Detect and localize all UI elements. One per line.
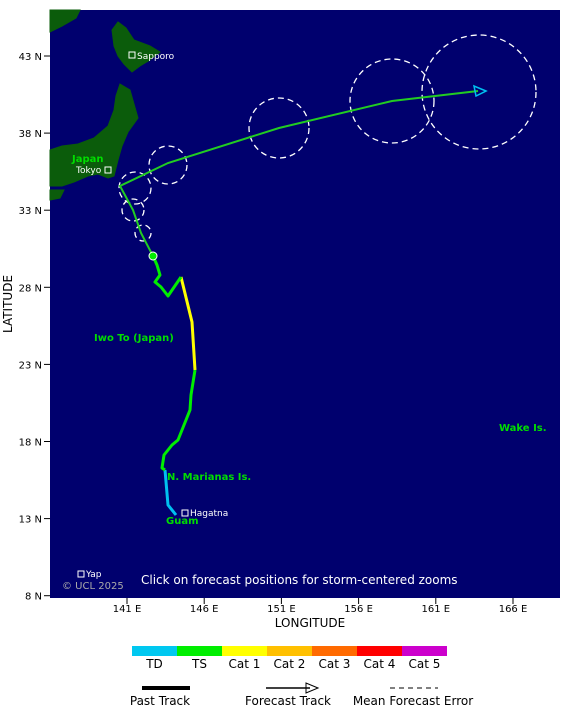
lon-tick-label: 161 E <box>422 604 451 615</box>
copyright: © UCL 2025 <box>62 581 124 592</box>
legend-swatch <box>402 646 447 656</box>
legend-line-label: Forecast Track <box>245 694 331 708</box>
legend-label: Cat 2 <box>274 657 306 671</box>
x-axis-label: LONGITUDE <box>275 616 345 630</box>
legend-label: TS <box>191 657 207 671</box>
lon-tick-label: 156 E <box>344 604 373 615</box>
legend-label: Cat 4 <box>364 657 396 671</box>
place-markers <box>77 51 189 578</box>
legend: TD TS Cat 1 Cat 2 Cat 3 Cat 4 Cat 5 Past Track F… <box>130 646 473 708</box>
lat-tick-label: 13 N <box>19 515 42 526</box>
legend-swatch <box>267 646 312 656</box>
place-label: Sapporo <box>137 52 175 62</box>
forecast-arrow <box>472 84 488 98</box>
lon-tick-label: 141 E <box>113 604 142 615</box>
legend-line-label: Mean Forecast Error <box>353 694 473 708</box>
place-label: N. Marianas Is. <box>167 472 251 483</box>
lat-tick-label: 43 N <box>19 52 42 63</box>
note: Click on forecast positions for storm-ce… <box>141 573 458 587</box>
place-label: Hagatna <box>190 509 228 519</box>
lon-tick-label: 166 E <box>499 604 528 615</box>
place-label: Wake Is. <box>499 423 547 434</box>
forecast-track <box>118 90 479 257</box>
legend-swatch <box>222 646 267 656</box>
place-label: Tokyo <box>75 166 102 176</box>
lat-tick-label: 28 N <box>19 283 42 294</box>
legend-label: Cat 1 <box>229 657 261 671</box>
lon-tick-label: 151 E <box>267 604 296 615</box>
current-position[interactable] <box>148 251 158 261</box>
land <box>49 9 161 201</box>
axes: 43 N 38 N 33 N 28 N 23 N 18 N 13 N 8 N 141 E 146 … <box>19 52 528 615</box>
lat-tick-label: 8 N <box>25 592 42 603</box>
lat-tick-label: 23 N <box>19 360 42 371</box>
place-label: Guam <box>166 516 199 527</box>
legend-line-label: Past Track <box>130 694 190 708</box>
lat-tick-label: 33 N <box>19 206 42 217</box>
place-label: Yap <box>85 570 102 580</box>
lat-tick-label: 38 N <box>19 129 42 140</box>
legend-label: Cat 3 <box>319 657 351 671</box>
past-track <box>151 255 197 516</box>
error-circles <box>118 34 537 242</box>
legend-swatch <box>132 646 177 656</box>
place-label: Iwo To (Japan) <box>94 333 174 344</box>
legend-label: Cat 5 <box>409 657 441 671</box>
place-label: Japan <box>71 154 104 165</box>
lon-tick-label: 146 E <box>190 604 219 615</box>
y-axis-label: LATITUDE <box>1 275 15 333</box>
lat-tick-label: 18 N <box>19 438 42 449</box>
legend-label: TD <box>145 657 163 671</box>
legend-swatch <box>312 646 357 656</box>
legend-arrow <box>305 682 320 694</box>
legend-swatch <box>177 646 222 656</box>
legend-swatch <box>357 646 402 656</box>
